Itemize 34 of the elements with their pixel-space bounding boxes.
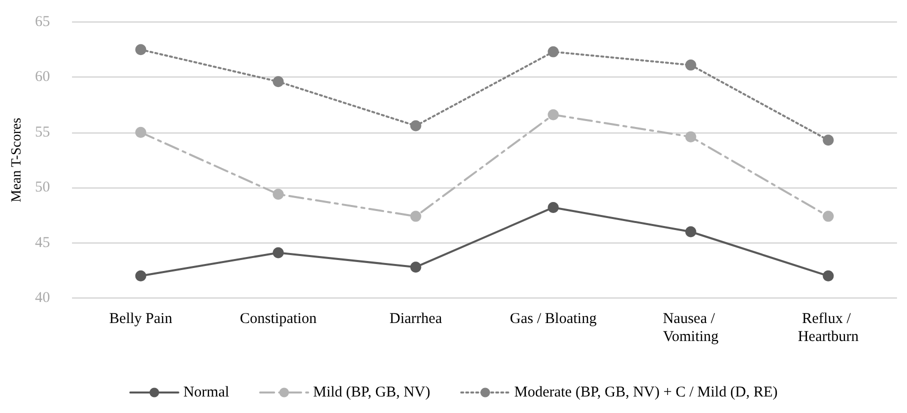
legend-label: Mild (BP, GB, NV) — [313, 384, 430, 400]
point — [135, 126, 146, 138]
point — [685, 226, 696, 238]
y-tick-label: 55 — [35, 124, 50, 140]
legend-label: Normal — [183, 384, 230, 400]
point — [548, 202, 559, 213]
y-tick-label: 60 — [35, 69, 50, 86]
y-tick-label: 65 — [35, 14, 50, 30]
legend-label: Moderate (BP, GB, NV) + C / Mild (D, RE) — [514, 384, 778, 400]
point — [410, 120, 422, 132]
point — [822, 210, 834, 222]
y-axis-title: Mean T-Scores — [10, 118, 24, 202]
point — [685, 131, 696, 142]
x-tick-label: Diarrhea — [390, 311, 442, 327]
point — [822, 270, 834, 282]
y-tick-label: 50 — [35, 180, 50, 196]
x-tick-label: Reflux / Heartburn — [798, 311, 860, 345]
point — [135, 270, 146, 282]
y-tick-label: 40 — [35, 290, 50, 306]
point — [272, 247, 284, 258]
point — [548, 109, 559, 120]
x-tick-label: Constipation — [240, 311, 318, 327]
point — [548, 46, 559, 58]
x-tick-label: Gas / Bloating — [510, 311, 598, 327]
x-tick-label: Belly Pain — [109, 311, 173, 327]
x-tick-label: Nausea / Vomiting — [662, 311, 720, 345]
y-tick-label: 45 — [35, 234, 50, 251]
point — [272, 188, 284, 200]
point — [135, 44, 146, 56]
point — [272, 76, 284, 88]
point — [822, 134, 834, 146]
point — [685, 60, 696, 71]
point — [410, 210, 422, 222]
point — [410, 262, 422, 273]
